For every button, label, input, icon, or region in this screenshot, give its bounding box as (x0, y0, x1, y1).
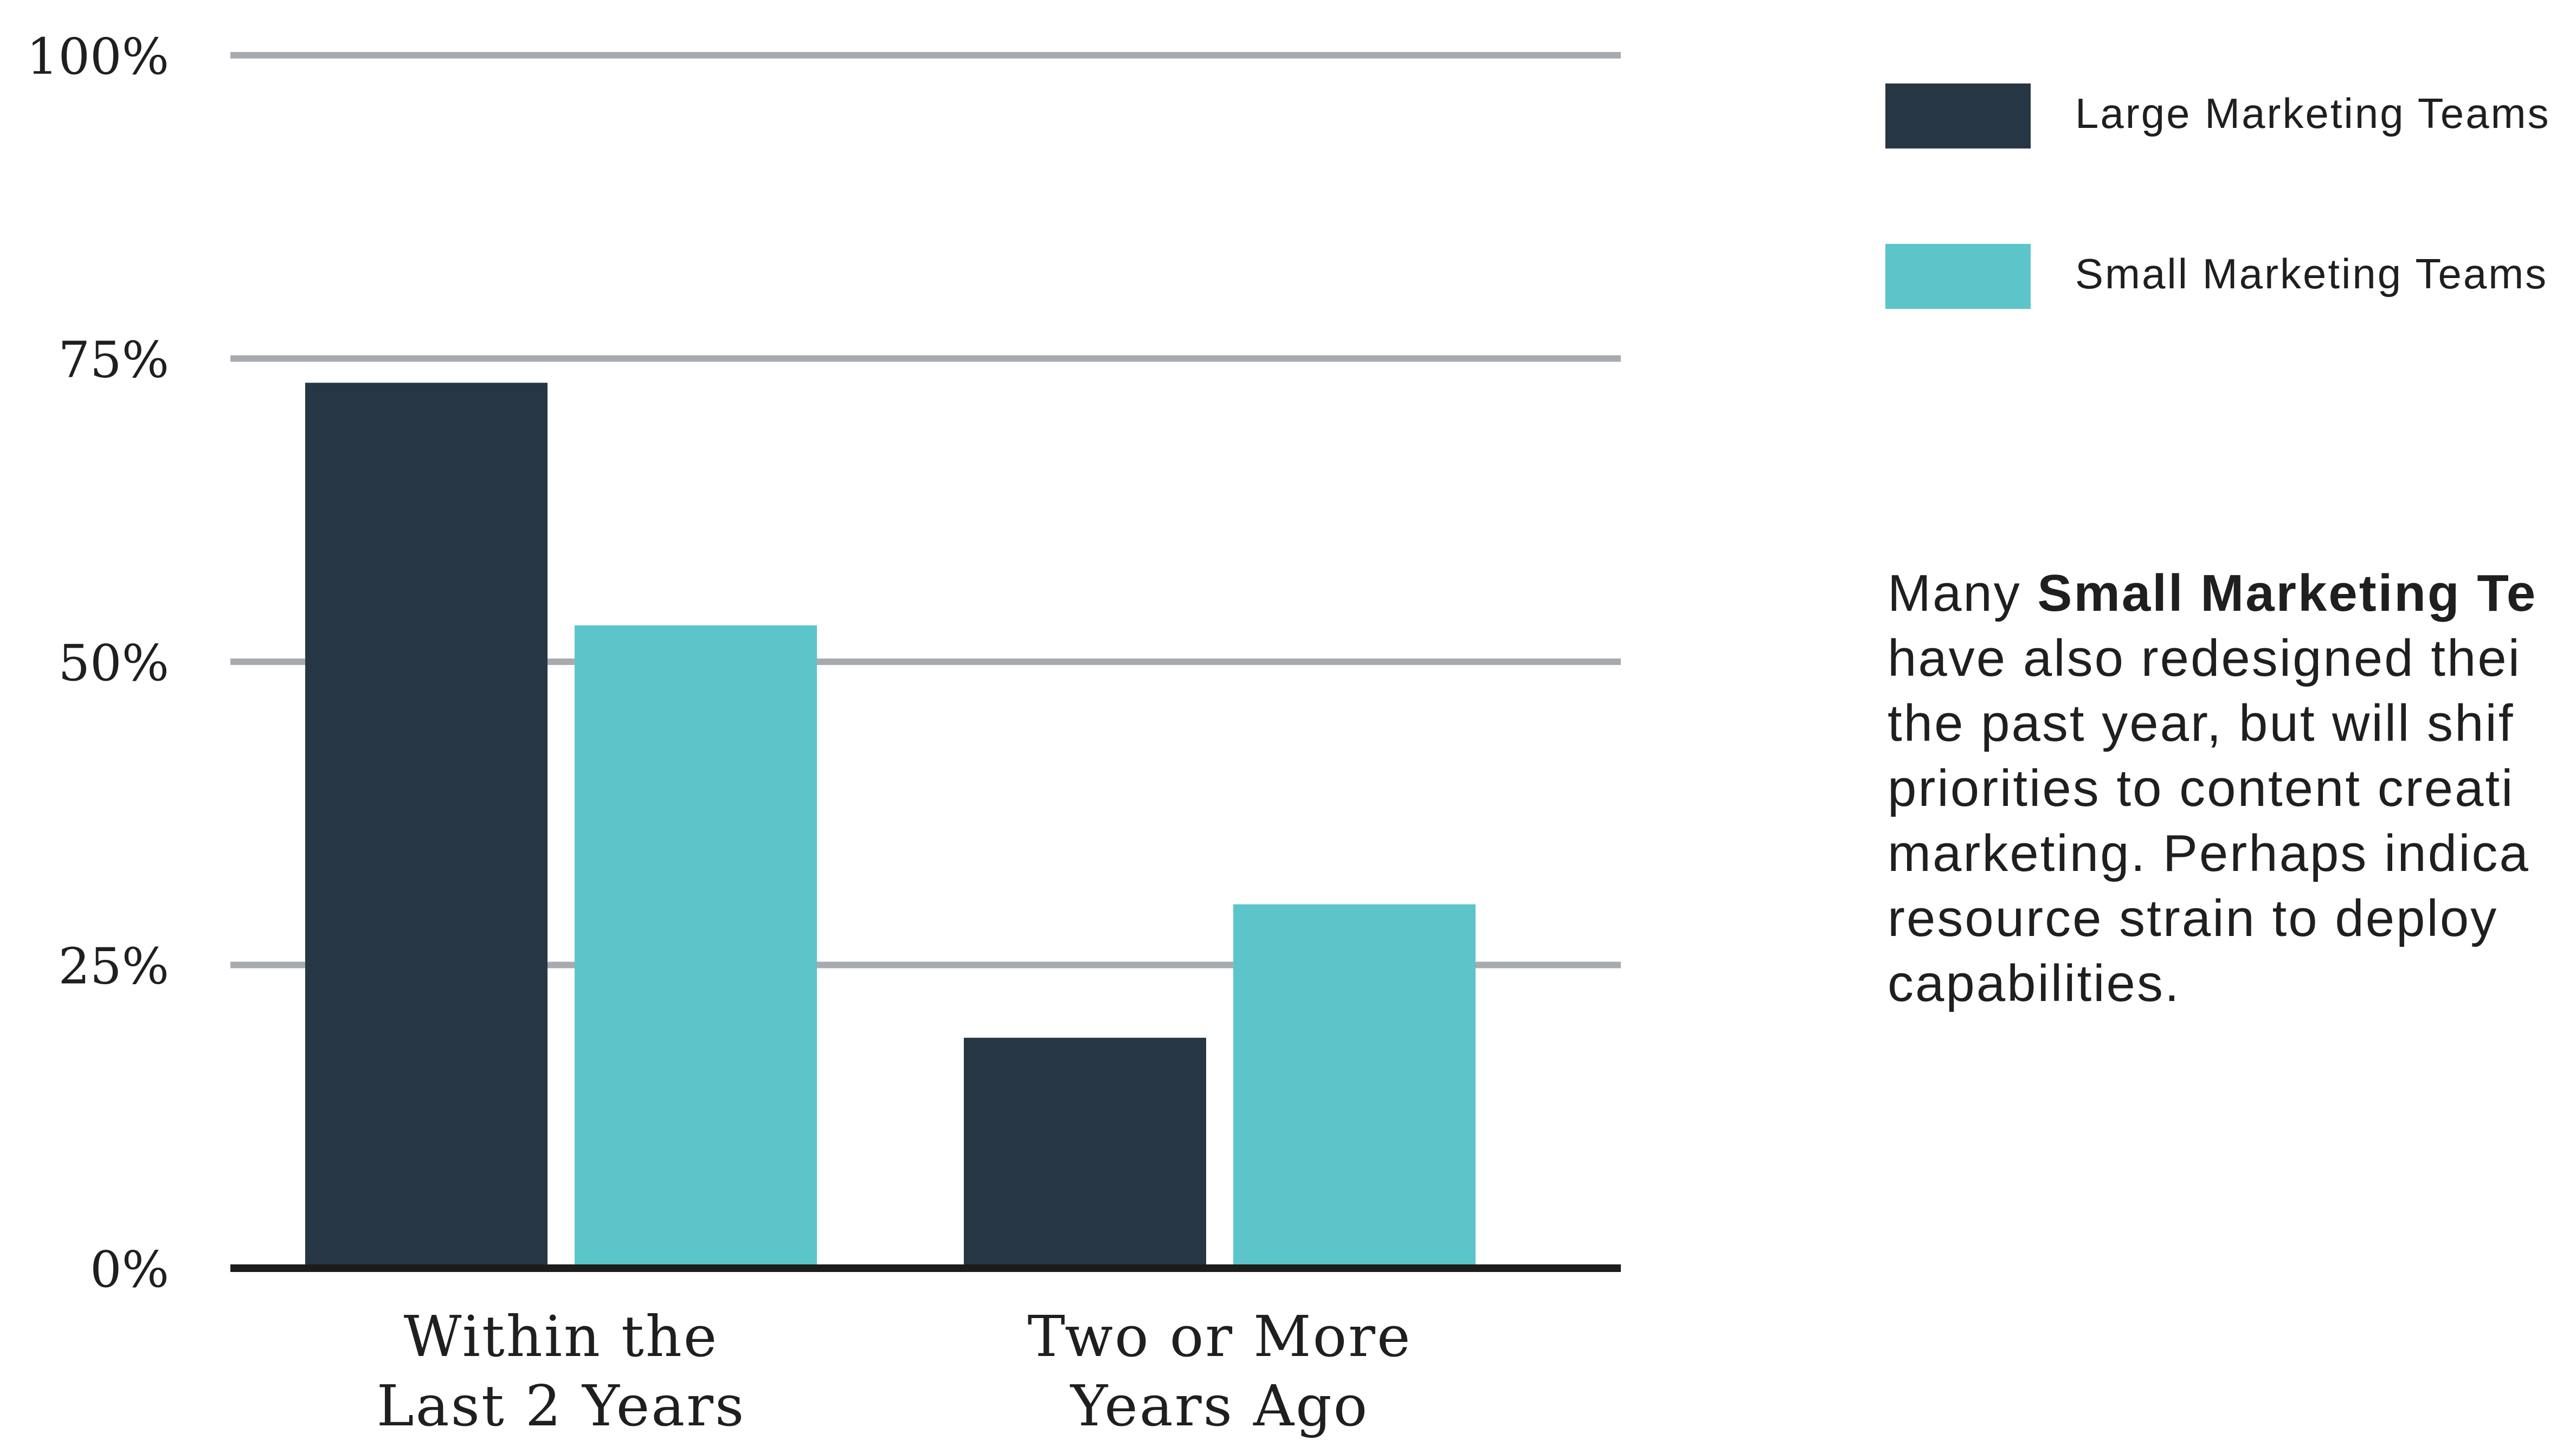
x-axis-categories: Within the Last 2 Years Two or More Years A… (377, 1303, 1412, 1439)
note-line-5: marketing. Perhaps indica (1888, 824, 2530, 882)
y-tick-label-50: 50% (59, 634, 169, 692)
note-line-4: priorities to content creati (1888, 759, 2515, 817)
note-line-6: resource strain to deploy (1888, 889, 2498, 947)
note-line-1-prefix: Many (1888, 564, 2038, 622)
bar-chart: 0% 25% 50% 75% 100% Within the Last 2 Years Tw… (27, 28, 1621, 1439)
note-line-1-bold: Small Marketing Te (2037, 564, 2538, 622)
y-axis-ticks: 0% 25% 50% 75% 100% (27, 28, 169, 1299)
note-line-3: the past year, but will shif (1888, 694, 2515, 752)
annotation-text: Many Small Marketing Te have also redesi… (1888, 561, 2576, 1016)
legend-swatch-large (1885, 83, 2031, 148)
legend-label-large: Large Marketing Teams (2075, 89, 2551, 137)
bar-small-1 (1233, 904, 1476, 1268)
bar-large-1 (964, 1037, 1206, 1268)
note-line-1: Many Small Marketing Te (1888, 561, 2576, 626)
bar-small-0 (575, 625, 817, 1268)
y-tick-label-25: 25% (59, 938, 169, 996)
y-tick-label-100: 100% (27, 28, 169, 86)
bar-large-0 (305, 383, 548, 1268)
x-category-label-0: Within the Last 2 Years (377, 1303, 746, 1439)
note-line-7: capabilities. (1888, 954, 2181, 1012)
legend-swatch-small (1885, 244, 2031, 309)
y-tick-label-75: 75% (59, 331, 169, 389)
bars (305, 383, 1476, 1268)
legend-label-small: Small Marketing Teams (2075, 250, 2548, 298)
y-tick-label-0: 0% (90, 1241, 169, 1299)
note-line-2: have also redesigned thei (1888, 629, 2522, 687)
x-category-label-1: Two or More Years Ago (1027, 1303, 1412, 1439)
